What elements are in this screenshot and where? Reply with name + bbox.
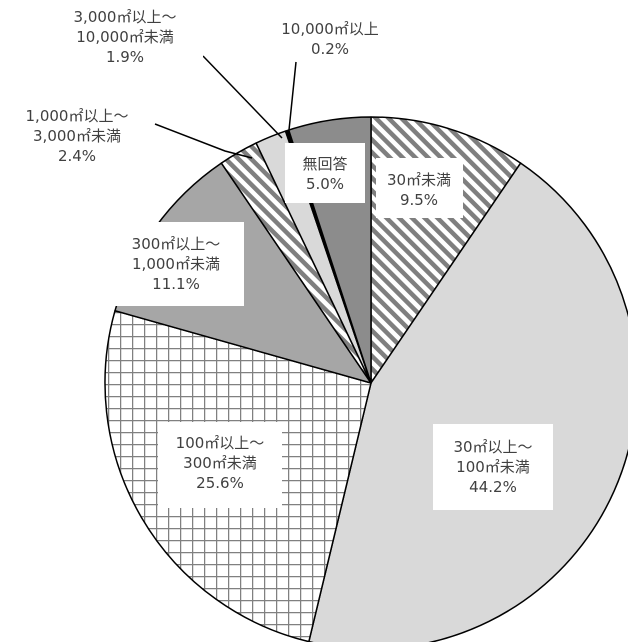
slice-category-label: 100㎡未満 (456, 458, 530, 476)
slice-value-label: 9.5% (400, 191, 438, 209)
leader-line-6 (202, 55, 283, 139)
slice-value-label: 2.4% (58, 147, 96, 165)
leader-line-7 (288, 61, 297, 131)
slice-value-label: 0.2% (311, 40, 349, 58)
slice-label-background (376, 158, 463, 218)
leader-lines (154, 55, 297, 159)
slice-label-3: 100㎡以上～ 300㎡未満 25.6% (158, 422, 282, 508)
slice-2 (308, 162, 628, 642)
slice-category-label: 3,000㎡未満 (33, 127, 121, 145)
slice-label-background (158, 422, 282, 508)
slice-label-5: 1,000㎡以上～ 3,000㎡未満 2.4% (0, 98, 154, 182)
slice-labels: 30㎡未満 9.5% 30㎡以上～ 100㎡未満 44.2% 100㎡以上～ 300㎡未満 2… (0, 0, 553, 510)
slice-value-label: 25.6% (196, 474, 244, 492)
slice-value-label: 11.1% (152, 275, 200, 293)
slice-label-2: 30㎡以上～ 100㎡未満 44.2% (433, 424, 553, 510)
slice-label-8: 無回答 5.0% (285, 143, 365, 203)
slice-category-label: 10,000㎡以上 (281, 20, 379, 38)
slice-category-label: 300㎡以上～ (132, 235, 221, 253)
slice-category-label: 30㎡未満 (387, 171, 451, 189)
slice-label-1: 30㎡未満 9.5% (376, 158, 463, 218)
pie-slices (104, 116, 628, 642)
slice-category-label: 100㎡以上～ (176, 434, 265, 452)
slice-value-label: 1.9% (106, 48, 144, 66)
slice-category-label: 1,000㎡以上～ (26, 107, 129, 125)
slice-label-background (0, 98, 154, 182)
slice-label-background (285, 143, 365, 203)
slice-label-background (262, 18, 398, 60)
slice-category-label: 300㎡未満 (183, 454, 257, 472)
slice-label-7: 10,000㎡以上 0.2% (262, 18, 398, 60)
slice-category-label: 1,000㎡未満 (132, 255, 220, 273)
slice-category-label: 3,000㎡以上～ (74, 8, 177, 26)
slice-label-6: 3,000㎡以上～ 10,000㎡未満 1.9% (47, 0, 203, 84)
slice-value-label: 5.0% (306, 175, 344, 193)
slice-category-label: 30㎡以上～ (453, 438, 532, 456)
slice-category-label: 無回答 (302, 155, 347, 173)
slice-label-background (47, 0, 203, 84)
slice-value-label: 44.2% (469, 478, 517, 496)
leader-line-5 (154, 123, 253, 159)
slice-category-label: 10,000㎡未満 (76, 28, 174, 46)
slice-label-background (433, 424, 553, 510)
slice-label-background (108, 222, 244, 306)
slice-label-4: 300㎡以上～ 1,000㎡未満 11.1% (108, 222, 244, 306)
